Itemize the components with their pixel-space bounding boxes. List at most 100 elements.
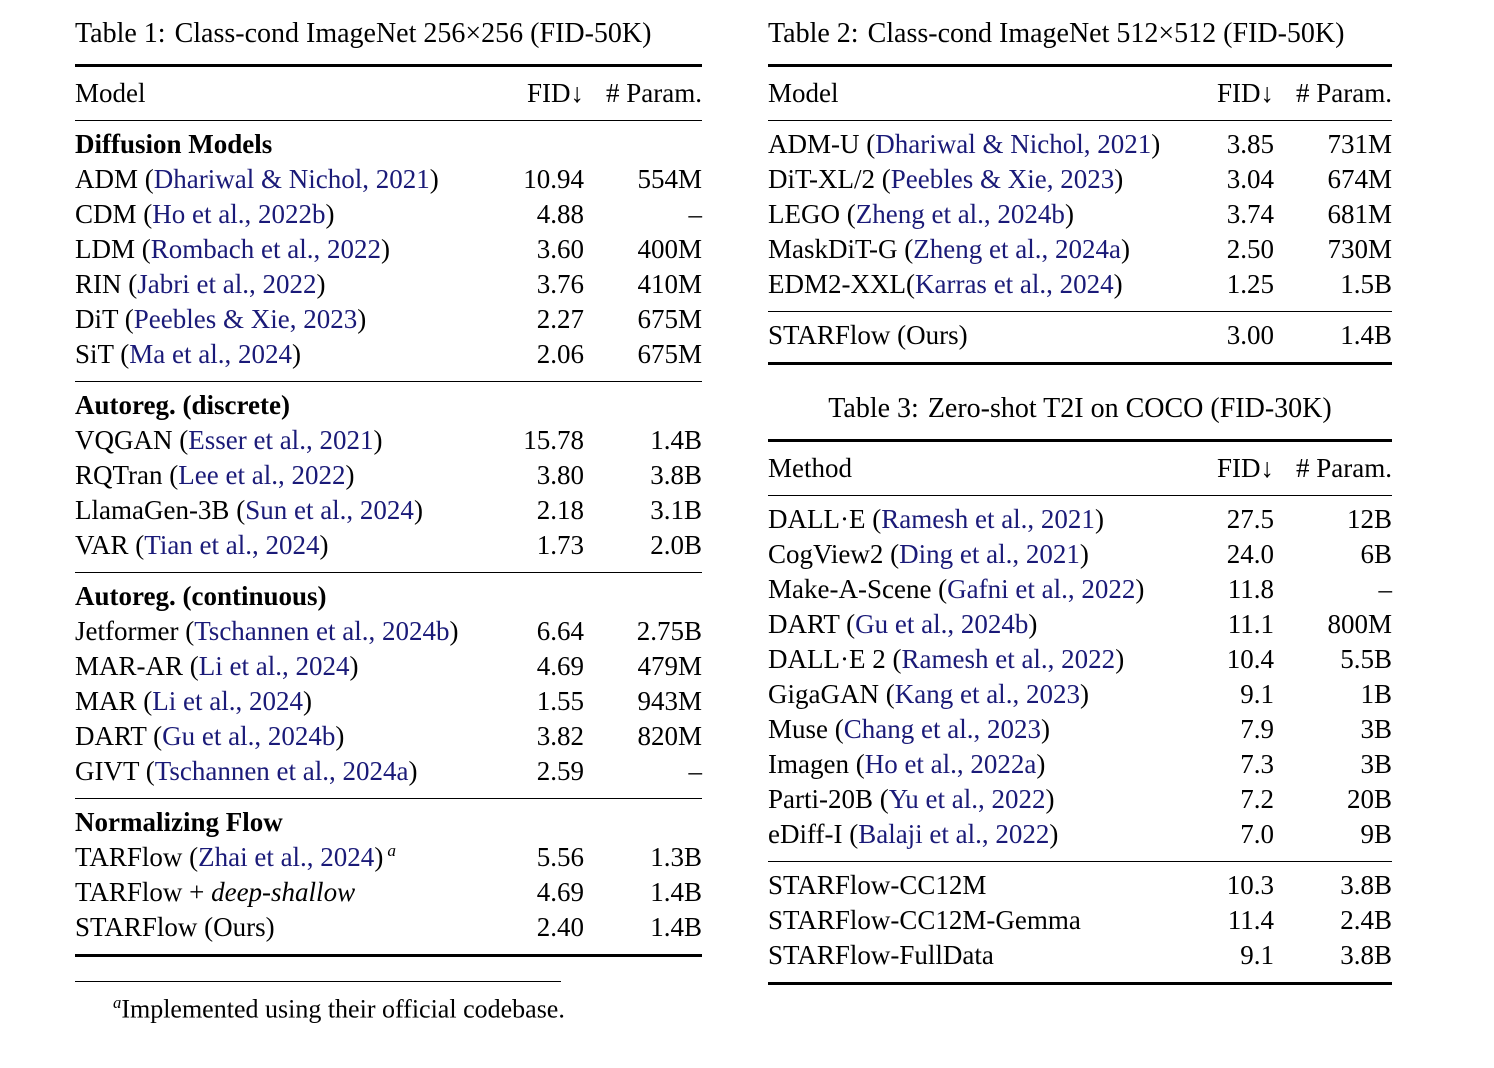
fid-value: 27.5 — [1226, 504, 1274, 534]
table-row: CogView2 (Ding et al., 2021) 24.0 6B — [768, 537, 1392, 572]
param-count-value: 20B — [1346, 784, 1392, 814]
model-cell: LDM (Rombach et al., 2022) — [75, 232, 489, 267]
param-count-value: 3B — [1360, 714, 1392, 744]
section-title-row: Normalizing Flow — [75, 805, 702, 840]
model-name: DiT ( — [75, 304, 134, 334]
footnote-marker: a — [113, 993, 122, 1012]
param-count-value: – — [1378, 574, 1393, 604]
citation-link[interactable]: Ma et al., 2024 — [129, 339, 292, 369]
table-row: Muse (Chang et al., 2023) 7.9 3B — [768, 712, 1392, 747]
model-name: EDM2-XXL( — [768, 269, 915, 299]
fid-value: 2.50 — [1226, 234, 1274, 264]
citation-link[interactable]: Kang et al., 2023 — [894, 679, 1080, 709]
model-cell: eDiff-I (Balaji et al., 2022) — [768, 817, 1179, 852]
table-row: DiT (Peebles & Xie, 2023) 2.27 675M — [75, 302, 702, 337]
model-cell: CogView2 (Ding et al., 2021) — [768, 537, 1179, 572]
param-count-value: 1.4B — [1340, 320, 1392, 350]
citation-link[interactable]: Lee et al., 2022 — [178, 460, 346, 490]
model-name: ) — [345, 460, 355, 490]
model-cell: ADM-U (Dhariwal & Nichol, 2021) — [768, 127, 1179, 162]
table-row: MAR-AR (Li et al., 2024) 4.69 479M — [75, 649, 702, 684]
fid-value: 5.56 — [536, 842, 584, 872]
citation-link[interactable]: Zheng et al., 2024a — [913, 234, 1121, 264]
table-row: MaskDiT-G (Zheng et al., 2024a) 2.50 730M — [768, 232, 1392, 267]
model-name: ) — [1113, 269, 1123, 299]
model-cell: ADM (Dhariwal & Nichol, 2021) — [75, 162, 489, 197]
citation-link[interactable]: Gu et al., 2024b — [855, 609, 1029, 639]
model-name: CogView2 ( — [768, 539, 900, 569]
model-name: LlamaGen-3B ( — [75, 495, 246, 525]
model-name: DALL·E ( — [768, 504, 882, 534]
table-row: GIVT (Tschannen et al., 2024a) 2.59 – — [75, 754, 702, 789]
citation-link[interactable]: Ramesh et al., 2021 — [881, 504, 1095, 534]
param-count-value: 675M — [637, 339, 702, 369]
citation-link[interactable]: Peebles & Xie, 2023 — [890, 164, 1115, 194]
fid-value: 11.4 — [1227, 905, 1274, 935]
fid-value: 3.80 — [536, 460, 584, 490]
citation-link[interactable]: Rombach et al., 2022 — [150, 234, 381, 264]
fid-value: 2.18 — [536, 495, 584, 525]
citation-link[interactable]: Zheng et al., 2024b — [855, 199, 1065, 229]
citation-link[interactable]: Tian et al., 2024 — [144, 530, 320, 560]
column-header-fid: FID↓ — [1216, 78, 1274, 108]
param-count-value: 1.4B — [650, 877, 702, 907]
model-name: TARFlow ( — [75, 842, 199, 872]
fid-value: 7.3 — [1240, 749, 1274, 779]
model-cell: DALL·E 2 (Ramesh et al., 2022) — [768, 642, 1179, 677]
column-header-model: Model — [75, 78, 146, 108]
section-title: Normalizing Flow — [75, 807, 283, 837]
citation-link[interactable]: Chang et al., 2023 — [843, 714, 1041, 744]
model-cell: Imagen (Ho et al., 2022a) — [768, 747, 1179, 782]
model-name: STARFlow-FullData — [768, 940, 994, 970]
citation-link[interactable]: Tschannen et al., 2024a — [154, 756, 409, 786]
model-name: ) — [1135, 574, 1145, 604]
citation-link[interactable]: Dhariwal & Nichol, 2021 — [875, 129, 1152, 159]
citation-link[interactable]: Gafni et al., 2022 — [947, 574, 1136, 604]
model-name: SiT ( — [75, 339, 130, 369]
table-1-header-row: Model FID↓ # Param. — [75, 67, 702, 120]
table-row: ADM (Dhariwal & Nichol, 2021) 10.94 554M — [75, 162, 702, 197]
table-row: LDM (Rombach et al., 2022) 3.60 400M — [75, 232, 702, 267]
model-name: TARFlow + — [75, 877, 212, 907]
citation-link[interactable]: Karras et al., 2024 — [914, 269, 1114, 299]
citation-link[interactable]: Li et al., 2024 — [198, 651, 350, 681]
param-count-value: 1.3B — [650, 842, 702, 872]
left-column: Table 1: Class-cond ImageNet 256×256 (FID… — [75, 16, 702, 1027]
citation-link[interactable]: Zhai et al., 2024 — [198, 842, 375, 872]
model-name: VAR ( — [75, 530, 145, 560]
model-name: DALL·E 2 ( — [768, 644, 902, 674]
column-header-method: Method — [768, 453, 852, 483]
citation-link[interactable]: Dhariwal & Nichol, 2021 — [153, 164, 430, 194]
table-3-caption-label: Table 3: — [828, 393, 919, 424]
param-count-value: 1.5B — [1340, 269, 1392, 299]
citation-link[interactable]: Yu et al., 2022 — [888, 784, 1046, 814]
table-1: Table 1: Class-cond ImageNet 256×256 (FID… — [75, 16, 702, 1027]
fid-value: 3.74 — [1226, 199, 1274, 229]
right-column: Table 2: Class-cond ImageNet 512×512 (FID… — [768, 16, 1392, 985]
table-row: CDM (Ho et al., 2022b) 4.88 – — [75, 197, 702, 232]
citation-link[interactable]: Balaji et al., 2022 — [858, 819, 1050, 849]
model-name: ) — [1064, 199, 1074, 229]
citation-link[interactable]: Ramesh et al., 2022 — [901, 644, 1116, 674]
model-cell: GigaGAN (Kang et al., 2023) — [768, 677, 1179, 712]
citation-link[interactable]: Gu et al., 2024b — [162, 721, 336, 751]
citation-link[interactable]: Jabri et al., 2022 — [137, 269, 317, 299]
model-name: GigaGAN ( — [768, 679, 895, 709]
citation-link[interactable]: Peebles & Xie, 2023 — [133, 304, 358, 334]
fid-value: 9.1 — [1240, 679, 1274, 709]
table-1-bottom-rule — [75, 954, 702, 957]
table-3-body: DALL·E (Ramesh et al., 2021) 27.5 12B CogVi… — [768, 496, 1392, 982]
citation-link[interactable]: Ding et al., 2021 — [899, 539, 1080, 569]
fid-value: 1.55 — [536, 686, 584, 716]
model-name: STARFlow-CC12M — [768, 870, 987, 900]
citation-link[interactable]: Esser et al., 2021 — [188, 425, 374, 455]
fid-value: 2.27 — [536, 304, 584, 334]
table-row: DALL·E 2 (Ramesh et al., 2022) 10.4 5.5B — [768, 642, 1392, 677]
citation-link[interactable]: Tschannen et al., 2024b — [194, 616, 450, 646]
model-name: Make-A-Scene ( — [768, 574, 948, 604]
citation-link[interactable]: Li et al., 2024 — [152, 686, 303, 716]
model-name: ) — [291, 339, 301, 369]
citation-link[interactable]: Sun et al., 2024 — [245, 495, 414, 525]
citation-link[interactable]: Ho et al., 2022b — [152, 199, 326, 229]
citation-link[interactable]: Ho et al., 2022a — [864, 749, 1037, 779]
